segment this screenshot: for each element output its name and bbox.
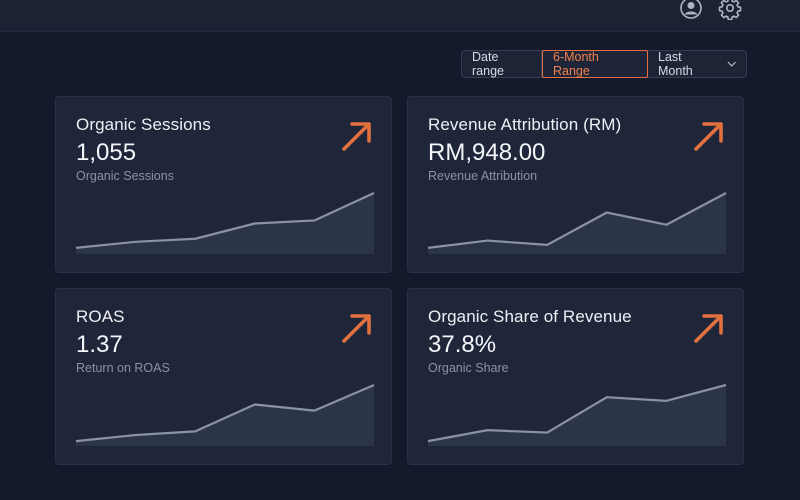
last-month-dropdown[interactable]: Last Month <box>648 50 746 78</box>
arrow-up-right-icon <box>694 122 723 151</box>
six-month-range-button[interactable]: 6-Month Range <box>542 50 648 78</box>
card-title: Organic Sessions <box>76 115 211 134</box>
sparkline-line <box>427 192 727 249</box>
card-title: Organic Share of Revenue <box>428 307 632 326</box>
card-subtitle: Revenue Attribution <box>428 169 538 183</box>
arrow-up-right-icon <box>342 122 371 151</box>
card-title: ROAS <box>76 307 125 326</box>
sparkline-line <box>427 383 727 443</box>
metric-card-organic-share[interactable]: Organic Share of Revenue 37.8% Organic S… <box>407 288 744 465</box>
sparkline-chart <box>75 192 375 254</box>
user-icon[interactable] <box>678 0 704 19</box>
card-value: 1,055 <box>76 139 137 166</box>
sparkline-area <box>428 193 726 254</box>
top-bar <box>0 0 800 32</box>
date-range-button[interactable]: Date range <box>462 50 542 78</box>
card-subtitle: Return on ROAS <box>76 361 170 375</box>
arrow-up-right-icon <box>694 314 723 343</box>
chevron-down-icon <box>727 61 736 67</box>
card-value: 37.8% <box>428 331 497 358</box>
sparkline-area <box>76 193 374 254</box>
sparkline-chart <box>427 192 727 254</box>
metric-card-organic-sessions[interactable]: Organic Sessions 1,055 Organic Sessions <box>55 96 392 273</box>
card-value: 1.37 <box>76 331 123 358</box>
last-month-dropdown-label: Last Month <box>658 50 693 78</box>
sparkline-chart <box>427 383 727 446</box>
card-subtitle: Organic Share <box>428 361 509 375</box>
card-value: RM,948.00 <box>428 139 546 166</box>
card-title: Revenue Attribution (RM) <box>428 115 622 134</box>
sparkline-chart <box>75 383 375 446</box>
metric-card-roas[interactable]: ROAS 1.37 Return on ROAS <box>55 288 392 465</box>
sparkline-line <box>75 383 375 443</box>
metric-card-revenue-attribution[interactable]: Revenue Attribution (RM) RM,948.00 Reven… <box>407 96 744 273</box>
arrow-up-right-icon <box>342 314 371 343</box>
date-filter-group: Date range 6-Month Range Last Month <box>461 50 747 78</box>
sparkline-line <box>75 192 375 249</box>
card-subtitle: Organic Sessions <box>76 169 174 183</box>
gear-icon[interactable] <box>717 0 743 20</box>
sparkline-area <box>76 385 374 446</box>
